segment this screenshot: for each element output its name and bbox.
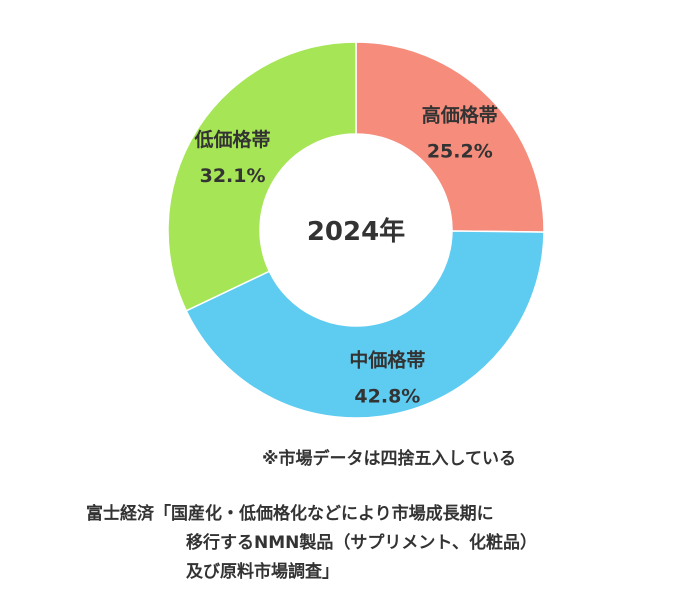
rounding-note: ※市場データは四捨五入している bbox=[262, 449, 517, 469]
center-year-label: 2024年 bbox=[307, 216, 405, 247]
slice-category-label-2: 中価格帯 bbox=[349, 349, 425, 372]
slice-labels: 高価格帯 25.2% 中価格帯 42.8% 低価格帯 32.1% bbox=[194, 103, 498, 407]
slice-category-label-1: 高価格帯 bbox=[422, 103, 498, 126]
source-line-1: 富士経済「国産化・低価格化などにより市場成長期に bbox=[86, 504, 494, 524]
slice-value-label-1: 25.2% bbox=[427, 140, 493, 162]
donut-slices bbox=[167, 41, 545, 419]
source-line-2: 移行するNMN製品（サプリメント、化粧品） bbox=[186, 533, 538, 553]
slice-category-label-3: 低価格帯 bbox=[194, 128, 271, 151]
slice-value-label-3: 32.1% bbox=[200, 165, 266, 187]
donut-slice-2 bbox=[185, 230, 545, 419]
donut-slice-1 bbox=[355, 41, 545, 233]
source-citation: 富士経済「国産化・低価格化などにより市場成長期に 移行するNMN製品（サプリメン… bbox=[86, 500, 537, 587]
source-line-3: 及び原料市場調査」 bbox=[186, 562, 339, 582]
slice-value-label-2: 42.8% bbox=[354, 386, 420, 408]
donut-slice-3 bbox=[167, 41, 357, 312]
donut-chart: 高価格帯 25.2% 中価格帯 42.8% 低価格帯 32.1% 2024年 bbox=[167, 41, 545, 419]
